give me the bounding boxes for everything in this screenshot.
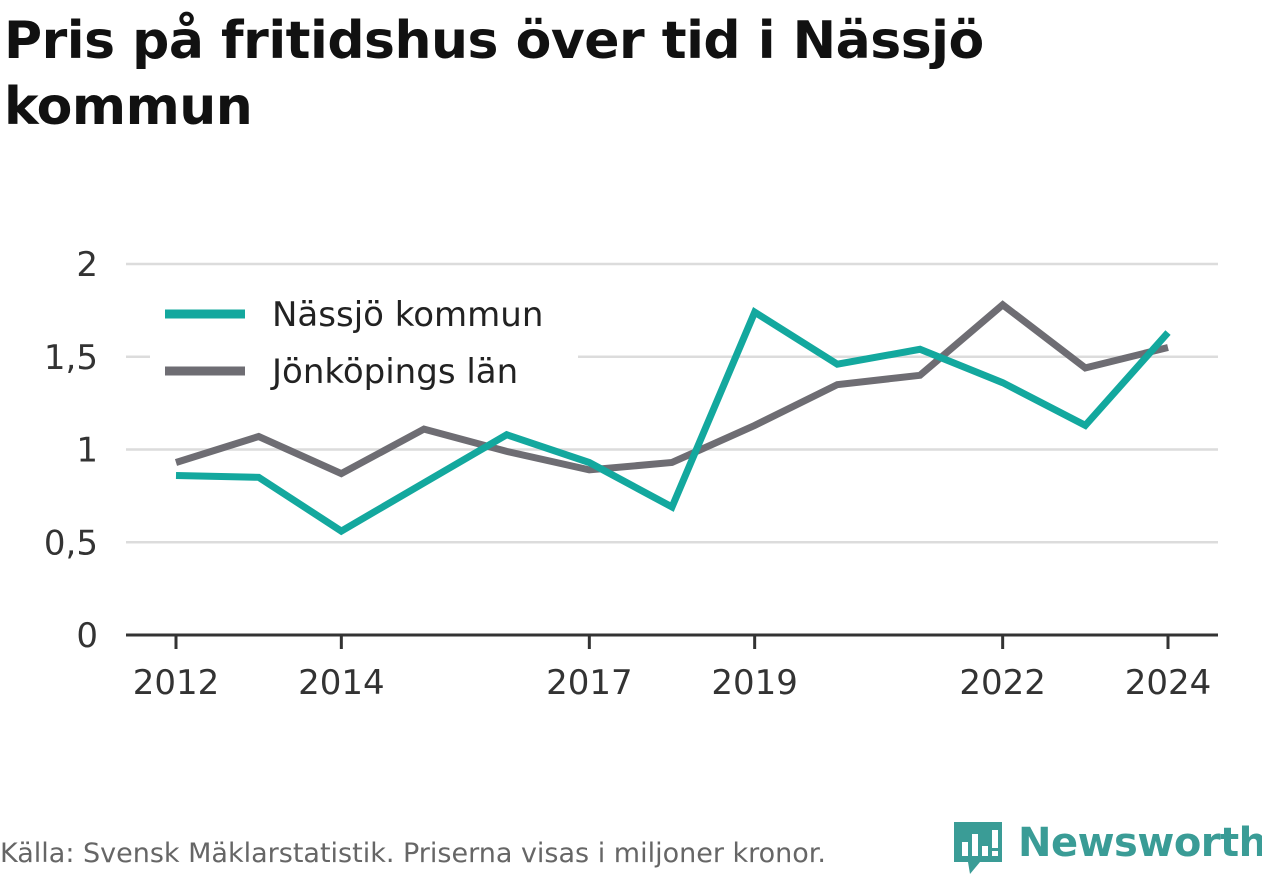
x-tick-label: 2022 — [959, 663, 1046, 703]
legend: Nässjö kommun Jönköpings län — [150, 283, 578, 393]
y-tick-label: 1 — [76, 431, 98, 471]
newsworthy-logo-icon — [954, 822, 1002, 874]
series-lines — [174, 300, 1171, 536]
newsworthy-brand: Newsworthy — [950, 818, 1262, 878]
series-line-jonkopings-lan — [174, 300, 1169, 478]
y-tick-label: 0 — [76, 616, 98, 656]
gridlines — [126, 262, 1218, 544]
x-tick-label: 2014 — [298, 663, 385, 703]
x-tick-label: 2017 — [546, 663, 633, 703]
brand-name: Newsworthy — [1018, 820, 1262, 866]
legend-label: Jönköpings län — [270, 352, 518, 392]
chart-title: Pris på fritidshus över tid i Nässjö kom… — [4, 11, 984, 137]
x-tick-label: 2012 — [133, 663, 220, 703]
x-tick-label: 2019 — [711, 663, 798, 703]
series-line-nassjo-kommun — [175, 307, 1171, 536]
y-tick-label: 0,5 — [44, 523, 98, 563]
y-tick-label: 2 — [76, 245, 98, 285]
x-tick-label: 2024 — [1125, 663, 1212, 703]
x-axis-ticks: 2012 2014 2017 2019 2022 2024 — [133, 635, 1212, 703]
source-note: Källa: Svensk Mäklarstatistik. Priserna … — [0, 838, 827, 869]
y-axis-tick-labels: 0 0,5 1 1,5 2 — [44, 245, 98, 656]
legend-label: Nässjö kommun — [272, 295, 543, 335]
y-tick-label: 1,5 — [44, 338, 98, 378]
